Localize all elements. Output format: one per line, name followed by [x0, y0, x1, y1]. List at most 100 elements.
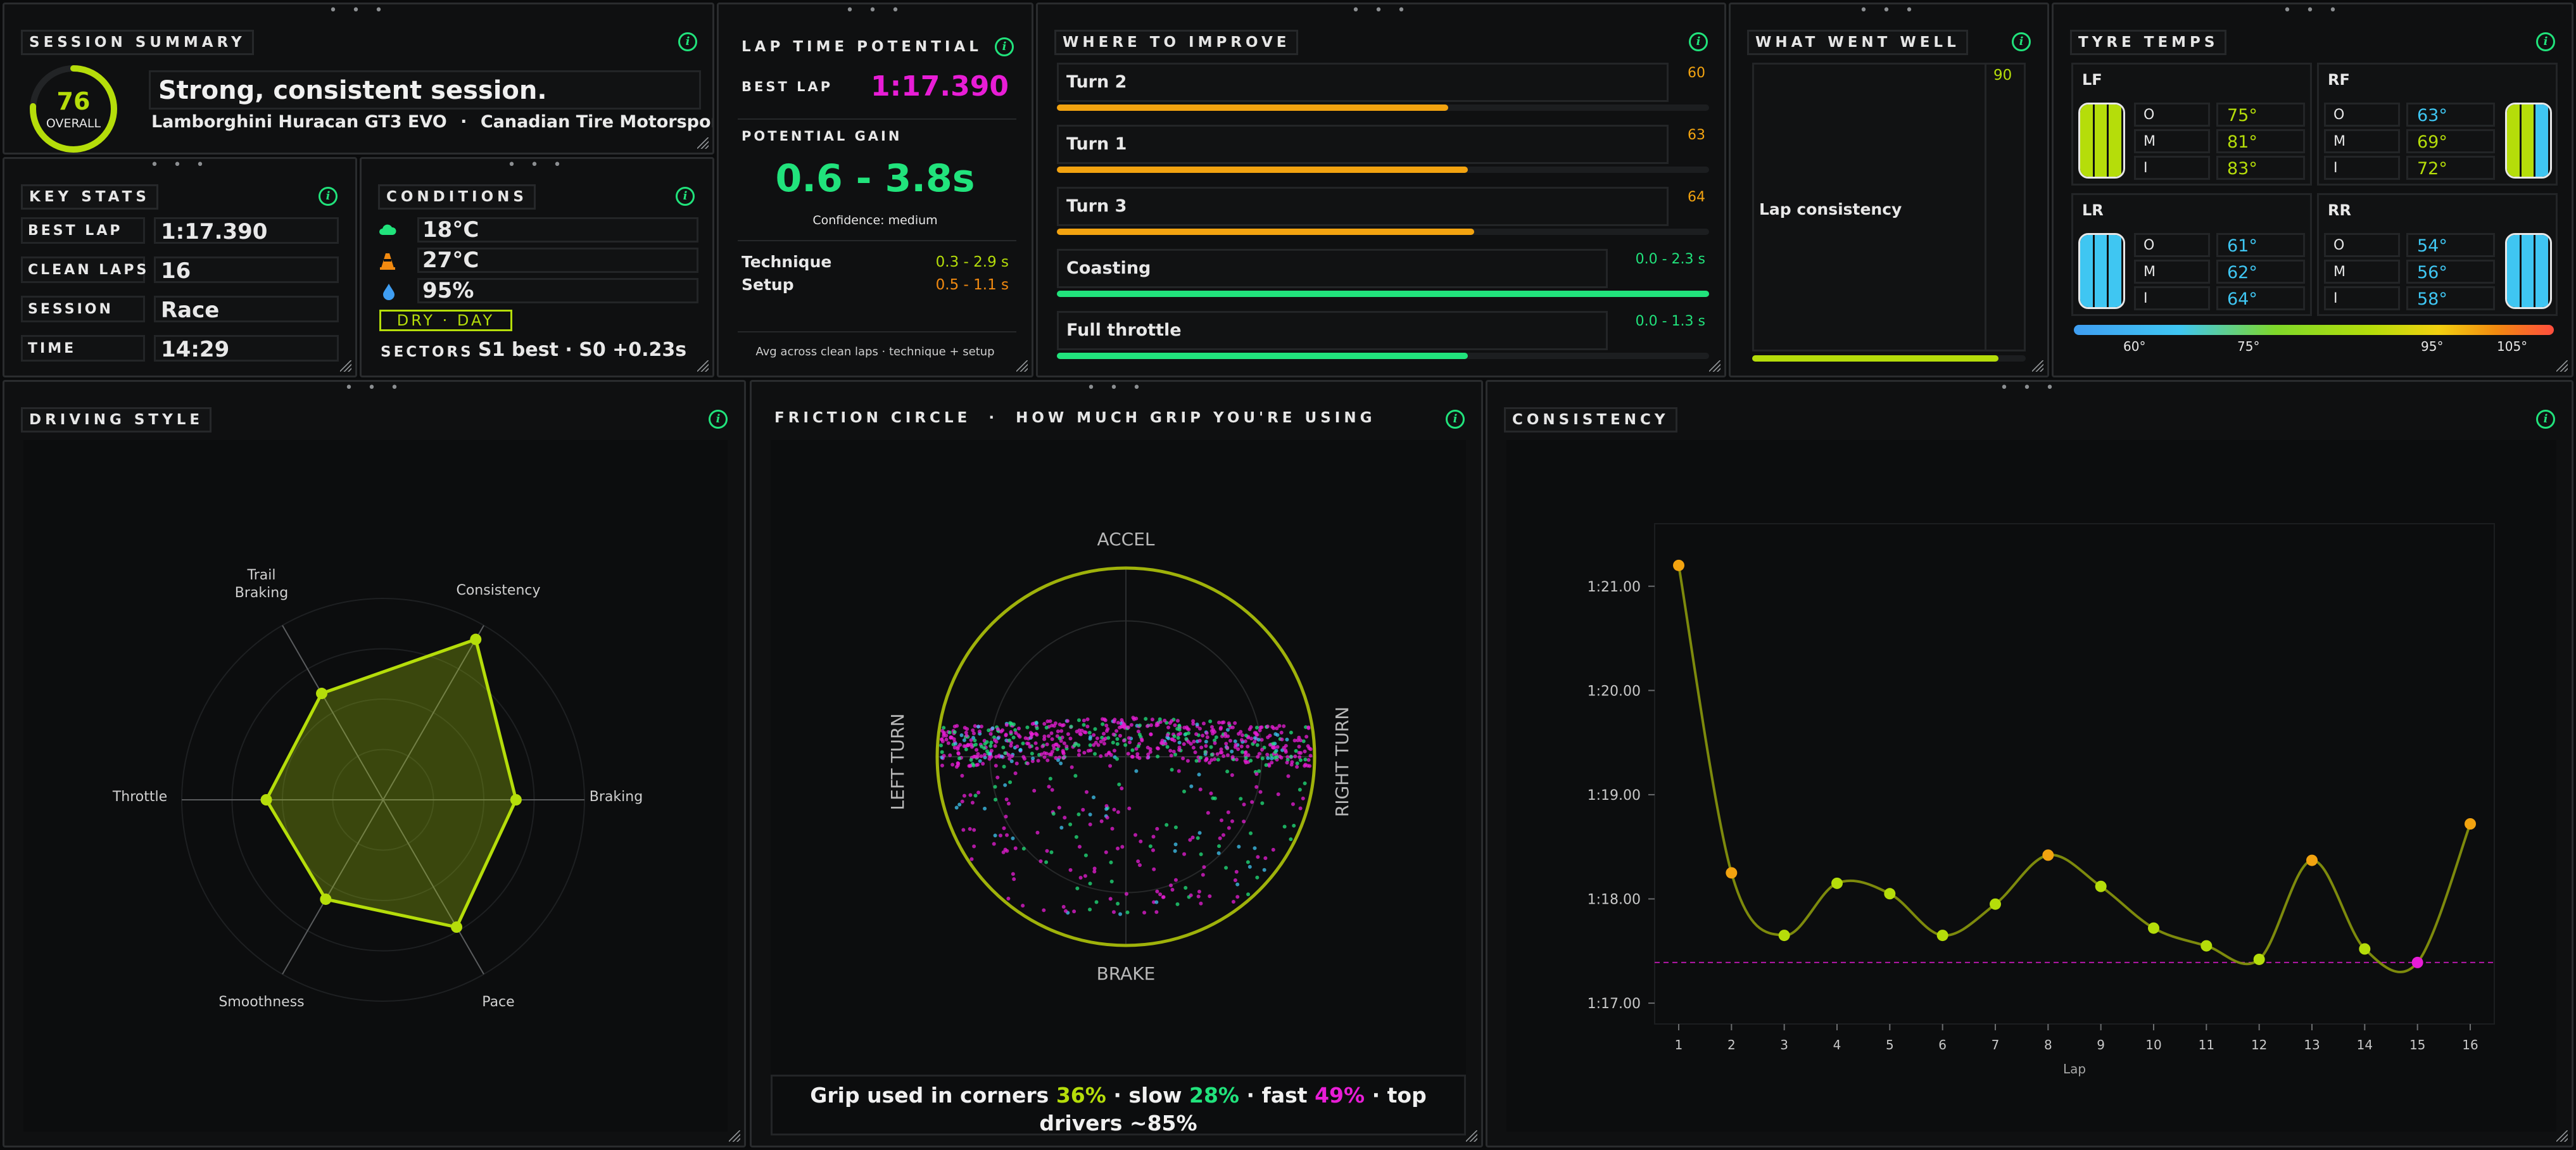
- friction-sample: [999, 730, 1004, 734]
- radar-point: [316, 688, 328, 700]
- friction-sample: [972, 828, 976, 832]
- panel-title: Friction Circle · How much grip you're u…: [774, 410, 1376, 426]
- corners-pct: 36%: [1056, 1083, 1106, 1108]
- friction-sample: [1059, 729, 1064, 733]
- left-turn-label: LEFT TURN: [887, 714, 908, 811]
- friction-sample: [1234, 757, 1239, 762]
- friction-sample: [1002, 764, 1006, 769]
- info-icon[interactable]: i: [319, 187, 338, 206]
- friction-sample: [1254, 733, 1259, 737]
- friction-sample: [1192, 740, 1196, 744]
- tyre-zone: [2109, 235, 2123, 307]
- friction-sample: [1075, 730, 1079, 734]
- drag-handle[interactable]: • • •: [344, 380, 404, 396]
- friction-sample: [1133, 833, 1138, 837]
- resize-handle[interactable]: [340, 360, 351, 372]
- friction-sample: [1215, 752, 1220, 756]
- friction-sample: [1197, 890, 1201, 894]
- friction-sample: [1280, 737, 1284, 742]
- friction-sample: [1016, 726, 1021, 731]
- friction-sample: [1303, 764, 1307, 768]
- resize-handle[interactable]: [697, 137, 709, 149]
- friction-sample: [1088, 907, 1092, 912]
- friction-sample: [1236, 747, 1241, 752]
- friction-sample: [1246, 744, 1250, 749]
- friction-sample: [1103, 718, 1108, 723]
- resize-handle[interactable]: [2556, 360, 2568, 372]
- friction-sample: [946, 741, 950, 745]
- friction-sample: [1219, 747, 1223, 752]
- friction-sample: [1064, 744, 1069, 749]
- improve-item[interactable]: Turn 2 60: [1057, 63, 1709, 113]
- friction-sample: [1244, 733, 1248, 738]
- drag-handle[interactable]: • • •: [507, 157, 567, 173]
- friction-sample: [1023, 736, 1028, 740]
- friction-sample: [1123, 743, 1128, 747]
- friction-sample: [1040, 744, 1045, 749]
- friction-sample: [1116, 810, 1120, 814]
- drag-handle[interactable]: • • •: [845, 3, 905, 18]
- resize-handle[interactable]: [729, 1130, 740, 1142]
- friction-sample: [1009, 721, 1014, 726]
- friction-sample: [1242, 819, 1246, 824]
- info-icon[interactable]: i: [2012, 32, 2031, 51]
- friction-sample: [1050, 737, 1054, 742]
- friction-sample: [1035, 830, 1040, 835]
- friction-title: Friction Circle: [774, 410, 971, 426]
- stat-value-box: 1:17.390: [154, 217, 339, 244]
- friction-sample: [1112, 807, 1116, 812]
- resize-handle[interactable]: [2556, 1130, 2568, 1142]
- x-tick-label: 1: [1675, 1037, 1683, 1052]
- friction-sample: [1228, 738, 1232, 743]
- drag-handle[interactable]: • • •: [150, 157, 210, 173]
- drag-handle[interactable]: • • •: [1087, 380, 1146, 396]
- grip-caption: Grip used in corners 36% · slow 28% · fa…: [810, 1083, 1427, 1135]
- drag-handle[interactable]: • • •: [2000, 380, 2059, 396]
- friction-sample: [942, 734, 946, 738]
- friction-sample: [1118, 733, 1122, 738]
- friction-sample: [1111, 910, 1116, 914]
- friction-sample: [1220, 750, 1224, 755]
- improve-item[interactable]: Coasting 0.0 - 2.3 s: [1057, 249, 1709, 300]
- friction-sample: [1094, 900, 1099, 904]
- info-icon[interactable]: i: [709, 410, 728, 429]
- info-icon[interactable]: i: [995, 37, 1014, 56]
- resize-handle[interactable]: [1466, 1130, 1477, 1142]
- friction-sample: [1201, 733, 1205, 738]
- friction-sample: [1205, 735, 1209, 740]
- friction-sample: [1173, 752, 1178, 757]
- friction-sample: [975, 748, 979, 752]
- friction-sample: [1182, 789, 1187, 793]
- resize-handle[interactable]: [1709, 360, 1720, 372]
- info-icon[interactable]: i: [1689, 32, 1708, 51]
- drag-handle[interactable]: • • •: [1351, 3, 1411, 18]
- info-icon[interactable]: i: [2536, 32, 2555, 51]
- info-icon[interactable]: i: [1446, 410, 1465, 429]
- friction-sample: [1099, 819, 1104, 823]
- friction-sample: [1003, 751, 1007, 755]
- drag-handle[interactable]: • • •: [329, 3, 388, 18]
- top-drivers-text: top drivers ~85%: [1039, 1083, 1427, 1135]
- what-went-well-panel: • • • What Went Well i 90 Lap consistenc…: [1729, 3, 2049, 377]
- lap-time-point: [1990, 898, 2001, 910]
- water-drop-icon: [383, 284, 395, 300]
- info-icon[interactable]: i: [678, 32, 697, 51]
- resize-handle[interactable]: [2032, 360, 2043, 372]
- drag-handle[interactable]: • • •: [1859, 3, 1919, 18]
- friction-sample: [992, 842, 996, 846]
- resize-handle[interactable]: [697, 360, 709, 372]
- improve-item[interactable]: Turn 3 64: [1057, 187, 1709, 237]
- info-icon[interactable]: i: [676, 187, 695, 206]
- tyre-zone: [2507, 235, 2522, 307]
- friction-sample: [1013, 771, 1018, 776]
- resize-handle[interactable]: [1016, 360, 1028, 372]
- grip-caption-box: Grip used in corners 36% · slow 28% · fa…: [771, 1075, 1466, 1135]
- info-icon[interactable]: i: [2536, 410, 2555, 429]
- improve-item[interactable]: Full throttle 0.0 - 1.3 s: [1057, 311, 1709, 362]
- friction-sample: [960, 799, 964, 804]
- friction-sample: [1191, 722, 1196, 726]
- friction-sample: [1044, 860, 1049, 864]
- friction-sample: [1225, 728, 1230, 732]
- improve-item[interactable]: Turn 1 63: [1057, 125, 1709, 175]
- drag-handle[interactable]: • • •: [2283, 3, 2342, 18]
